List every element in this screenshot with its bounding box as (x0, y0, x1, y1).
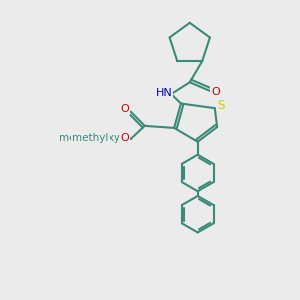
Text: O: O (211, 87, 220, 97)
Text: methyl: methyl (72, 133, 109, 143)
Text: O: O (121, 104, 129, 114)
Text: O: O (120, 133, 129, 143)
Text: HN: HN (155, 88, 172, 98)
Text: methyl: methyl (59, 133, 95, 143)
Text: methoxy: methoxy (77, 133, 120, 143)
Text: S: S (218, 99, 225, 112)
Text: methyl: methyl (95, 138, 100, 139)
Text: methyl_label: methyl_label (98, 138, 107, 140)
Text: methyl: methyl (78, 134, 110, 143)
